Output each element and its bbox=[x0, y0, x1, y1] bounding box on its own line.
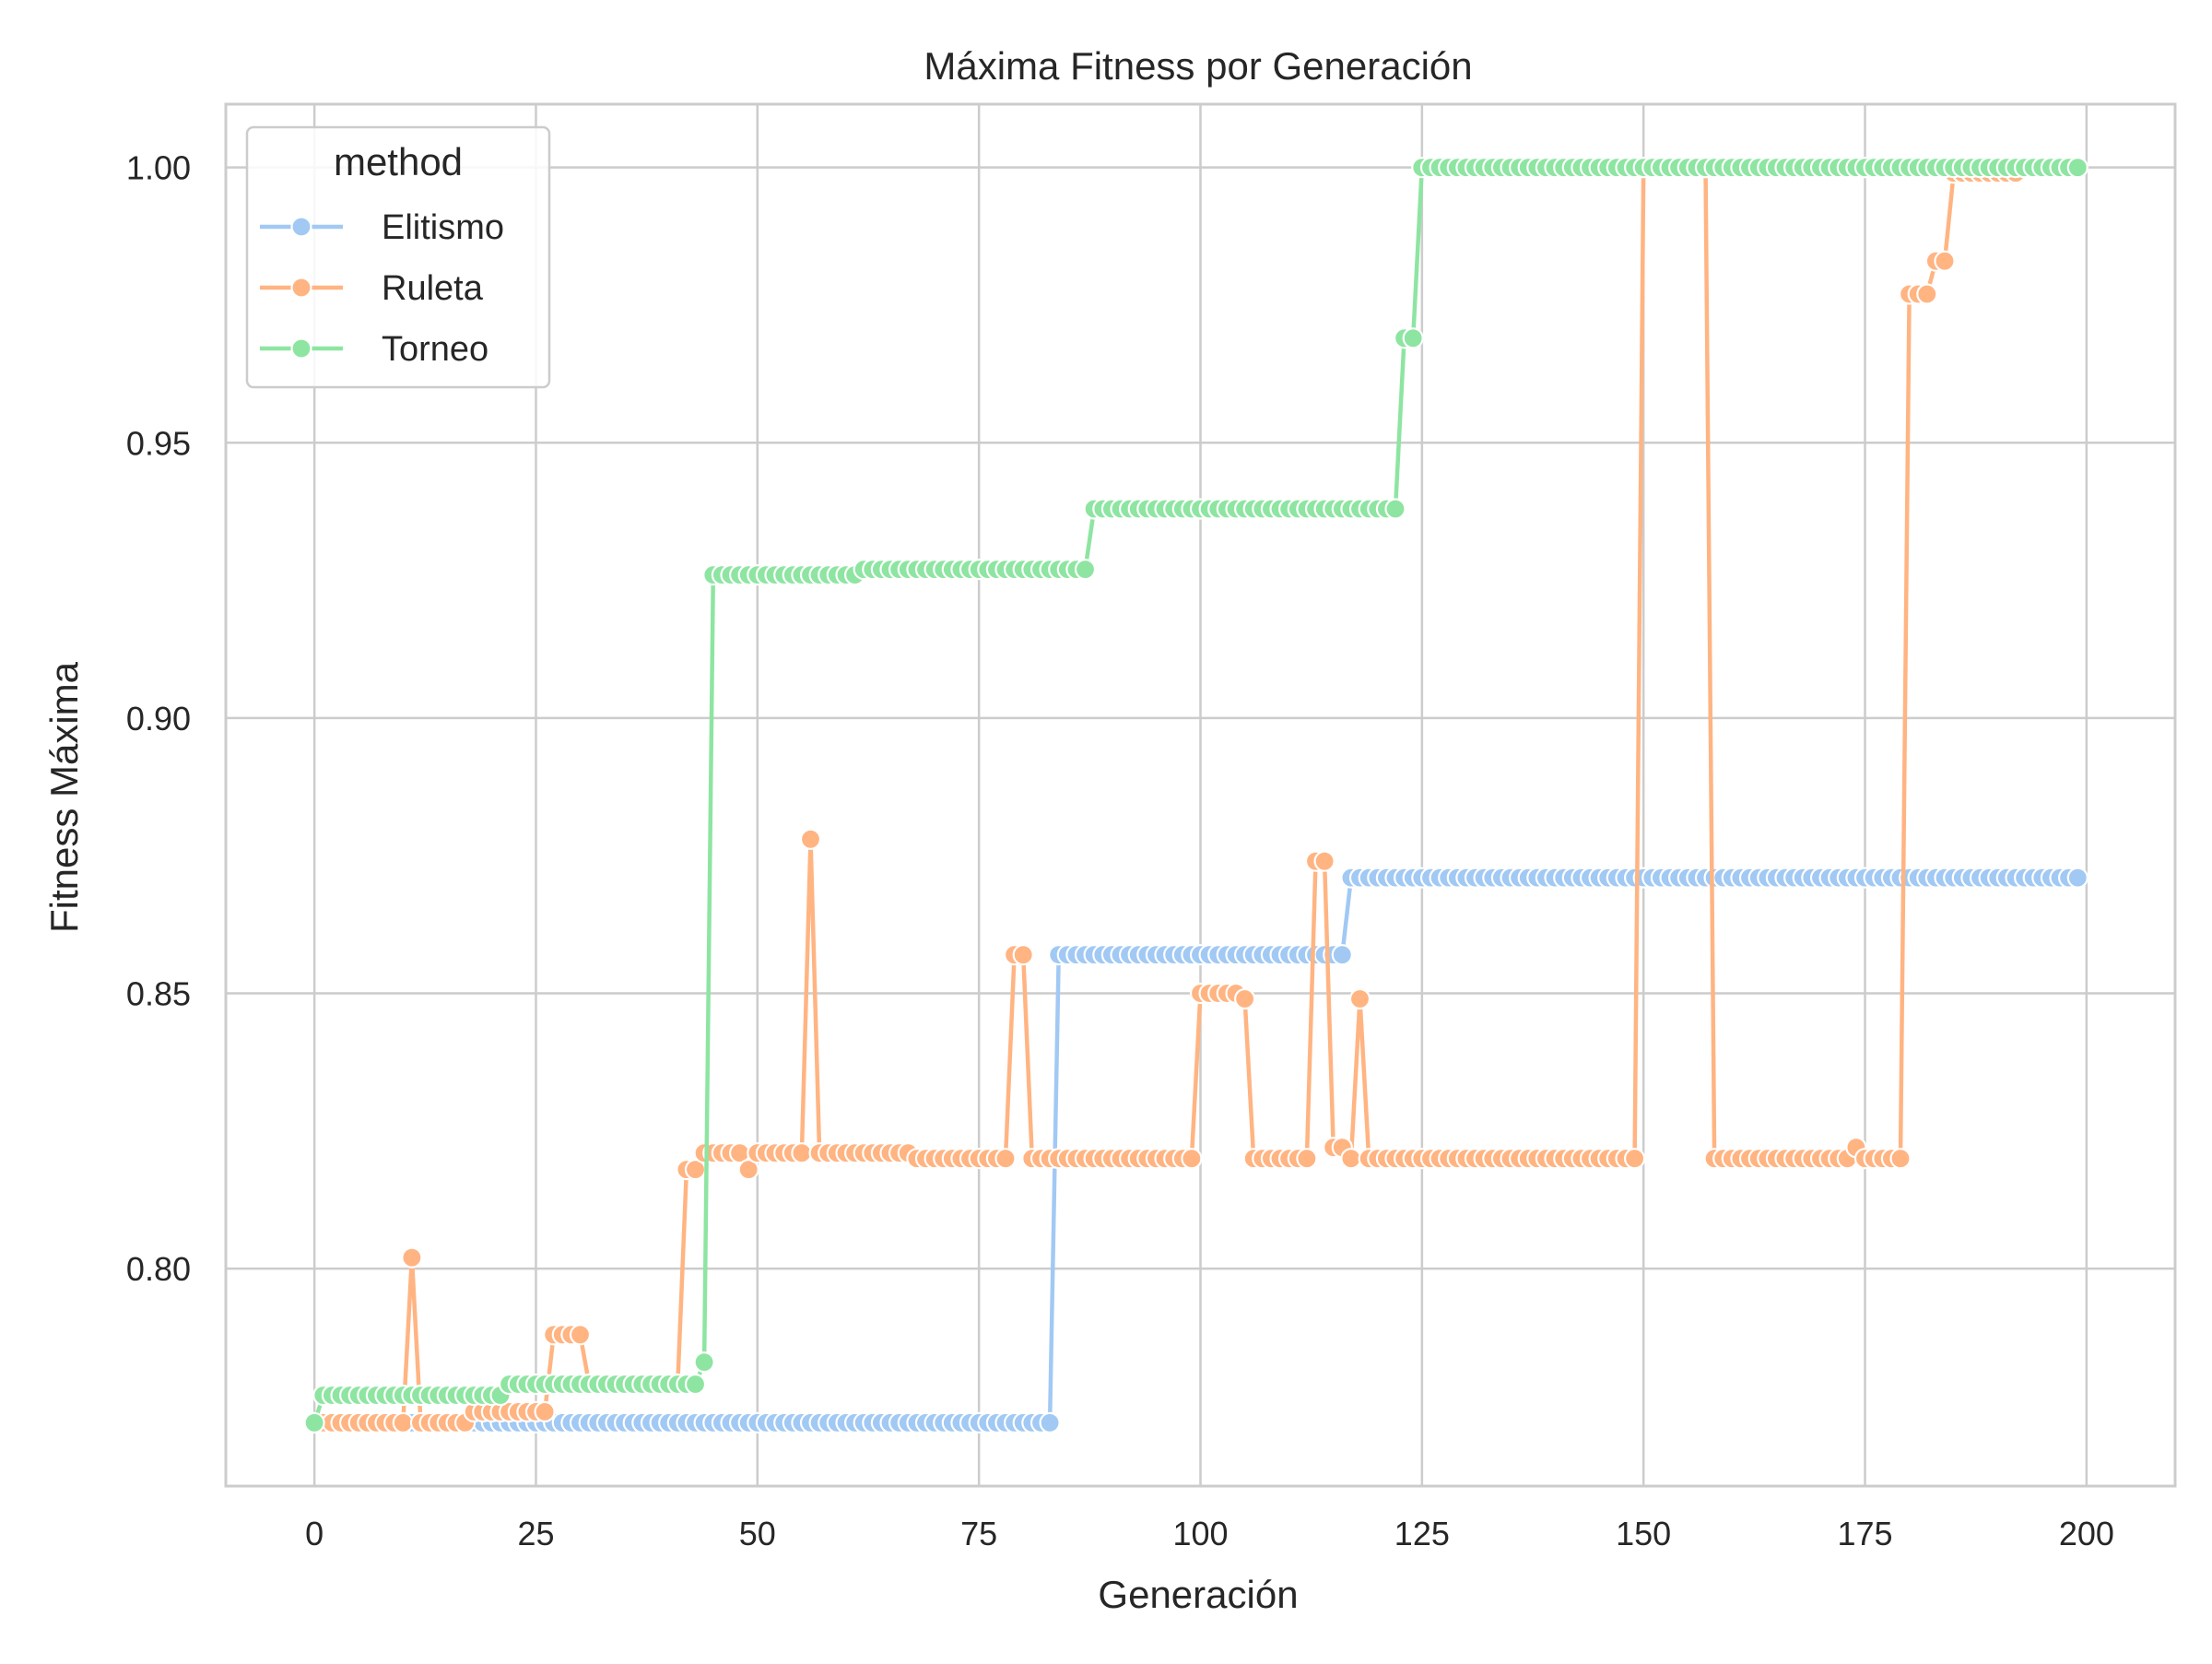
plot-frame bbox=[224, 102, 2177, 1488]
legend-label: Elitismo bbox=[382, 208, 504, 247]
x-tick-label: 150 bbox=[1616, 1515, 1671, 1552]
data-point-ruleta bbox=[1916, 283, 1938, 305]
y-tick-label: 0.85 bbox=[126, 974, 191, 1012]
data-point-ruleta bbox=[534, 1400, 556, 1423]
data-point-ruleta bbox=[1934, 250, 1956, 272]
x-tick-label: 75 bbox=[960, 1515, 997, 1552]
data-point-ruleta bbox=[1348, 987, 1371, 1010]
data-point-ruleta bbox=[799, 828, 822, 850]
data-point-torneo bbox=[684, 1373, 707, 1396]
legend-item-ruleta: Ruleta bbox=[260, 269, 484, 308]
x-tick-label: 25 bbox=[517, 1515, 554, 1552]
legend-title: method bbox=[334, 140, 463, 183]
x-axis-label: Generación bbox=[1098, 1573, 1298, 1616]
data-point-torneo bbox=[693, 1351, 715, 1374]
data-point-ruleta bbox=[994, 1148, 1017, 1170]
data-point-elitismo bbox=[1331, 944, 1353, 966]
data-point-ruleta bbox=[1012, 944, 1034, 966]
legend-item-elitismo: Elitismo bbox=[260, 208, 504, 247]
data-point-ruleta bbox=[791, 1142, 813, 1164]
data-point-ruleta bbox=[392, 1411, 414, 1434]
data-point-ruleta bbox=[401, 1246, 423, 1269]
y-tick-label: 0.90 bbox=[126, 700, 191, 738]
legend-box bbox=[245, 125, 551, 389]
series-torneo bbox=[303, 157, 2088, 1434]
data-point-ruleta bbox=[1296, 1148, 1318, 1170]
data-point-ruleta bbox=[1623, 1148, 1646, 1170]
x-tick-label: 50 bbox=[739, 1515, 776, 1552]
y-tick-label: 0.80 bbox=[126, 1250, 191, 1288]
series-elitismo bbox=[303, 867, 2088, 1434]
chart-title: Máxima Fitness por Generación bbox=[924, 44, 1472, 88]
data-point-ruleta bbox=[737, 1158, 759, 1181]
axis-ticks: 0 25 50 75 100 125 150 175 200 0.80 0.85 0.90 0.95 1.… bbox=[126, 149, 2114, 1552]
y-axis-label: Fitness Máxima bbox=[42, 661, 86, 933]
legend: method Elitismo Ruleta Torneo bbox=[245, 125, 551, 389]
data-point-elitismo bbox=[1039, 1411, 1061, 1434]
y-tick-label: 1.00 bbox=[126, 149, 191, 187]
legend-label: Torneo bbox=[382, 330, 488, 369]
data-point-torneo bbox=[2066, 157, 2088, 179]
data-point-torneo bbox=[303, 1411, 325, 1434]
x-tick-label: 100 bbox=[1172, 1515, 1228, 1552]
y-tick-label: 0.95 bbox=[126, 424, 191, 462]
data-point-ruleta bbox=[1313, 850, 1335, 872]
data-point-torneo bbox=[1384, 498, 1406, 520]
x-tick-label: 200 bbox=[2059, 1515, 2114, 1552]
data-point-torneo bbox=[1402, 327, 1424, 349]
data-point-torneo bbox=[1074, 558, 1097, 581]
data-point-ruleta bbox=[569, 1324, 592, 1346]
data-point-ruleta bbox=[1340, 1148, 1362, 1170]
legend-item-torneo: Torneo bbox=[260, 330, 488, 369]
x-tick-label: 125 bbox=[1394, 1515, 1450, 1552]
legend-marker bbox=[290, 277, 312, 299]
data-point-ruleta bbox=[1889, 1148, 1912, 1170]
x-tick-label: 175 bbox=[1837, 1515, 1892, 1552]
x-tick-label: 0 bbox=[305, 1515, 324, 1552]
legend-marker bbox=[290, 216, 312, 238]
data-point-elitismo bbox=[2066, 867, 2088, 889]
legend-marker bbox=[290, 337, 312, 360]
series bbox=[303, 157, 2088, 1434]
data-point-ruleta bbox=[1233, 987, 1256, 1010]
data-point-ruleta bbox=[1181, 1148, 1203, 1170]
legend-label: Ruleta bbox=[382, 269, 484, 308]
